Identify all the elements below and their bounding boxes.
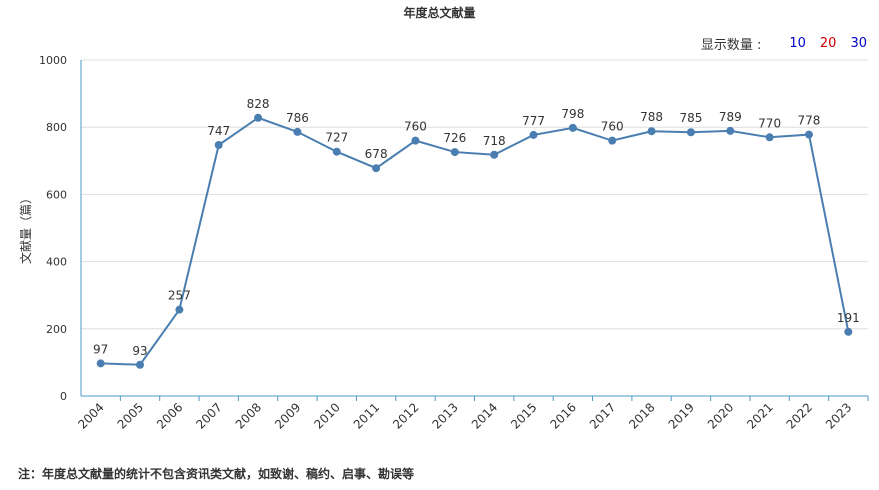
- data-label: 798: [561, 107, 584, 121]
- data-point[interactable]: [332, 147, 341, 156]
- footnote: 注：年度总文献量的统计不包含资讯类文献，如致谢、稿约、启事、勘误等: [18, 467, 415, 481]
- x-tick-label: 2007: [193, 400, 224, 431]
- display-count-label: 显示数量 :: [700, 38, 762, 53]
- x-tick-label: 2018: [626, 400, 657, 431]
- data-label: 788: [640, 110, 663, 124]
- data-point[interactable]: [254, 113, 263, 122]
- data-label: 770: [758, 116, 781, 130]
- data-label: 828: [247, 97, 270, 111]
- data-label: 777: [522, 114, 545, 128]
- display-count-selector: 显示数量 : 10 20 30: [701, 34, 867, 53]
- data-label: 747: [207, 124, 230, 138]
- data-label: 97: [93, 342, 108, 356]
- data-point[interactable]: [844, 327, 853, 336]
- data-point[interactable]: [804, 130, 813, 139]
- grid-lines: [81, 59, 868, 330]
- data-label: 191: [837, 311, 860, 325]
- y-tick-label: 400: [46, 256, 67, 269]
- data-point[interactable]: [490, 150, 499, 159]
- x-tick-label: 2022: [784, 400, 815, 431]
- data-points: [96, 113, 853, 369]
- data-label: 785: [679, 111, 702, 125]
- data-point[interactable]: [175, 305, 184, 314]
- x-tick-label: 2006: [154, 400, 185, 431]
- data-label: 789: [719, 110, 742, 124]
- data-point[interactable]: [647, 127, 656, 136]
- x-tick-label: 2020: [705, 400, 736, 431]
- display-count-option-10[interactable]: 10: [789, 36, 806, 51]
- x-tick-label: 2023: [823, 400, 854, 431]
- x-tick-label: 2008: [233, 400, 264, 431]
- display-count-option-20[interactable]: 20: [819, 36, 837, 51]
- y-tick-label: 600: [46, 188, 67, 201]
- display-count-option-30[interactable]: 30: [850, 36, 867, 51]
- data-label: 760: [404, 120, 427, 134]
- data-point[interactable]: [765, 133, 774, 142]
- x-tick-label: 2011: [351, 400, 382, 431]
- data-point[interactable]: [411, 136, 420, 145]
- data-label: 257: [168, 289, 191, 303]
- line-chart: 0 200 400 600 800 1000 2004 2005 2006 2007 2008 200…: [18, 54, 869, 432]
- x-tick-label: 2009: [272, 400, 303, 431]
- data-label: 726: [443, 131, 466, 145]
- x-tick-label: 2013: [429, 400, 460, 431]
- data-point[interactable]: [568, 123, 577, 132]
- data-point[interactable]: [450, 148, 459, 157]
- data-label: 678: [365, 147, 388, 161]
- x-tick-label: 2017: [587, 400, 618, 431]
- series-polyline: [100, 116, 850, 366]
- data-point[interactable]: [96, 359, 105, 368]
- data-point[interactable]: [214, 141, 223, 150]
- x-tick-label: 2014: [469, 400, 500, 431]
- data-label: 760: [601, 120, 624, 134]
- y-tick-label: 1000: [39, 54, 67, 67]
- data-label: 786: [286, 111, 309, 125]
- data-labels: 97 93 257 747 828 786 727 678 760 726 718 777 798 760…: [93, 97, 860, 358]
- x-tick-label: 2004: [75, 400, 106, 431]
- series-line: [100, 116, 850, 366]
- x-tick-label: 2015: [508, 400, 539, 431]
- data-point[interactable]: [726, 126, 735, 135]
- x-tick-label: 2019: [666, 400, 697, 431]
- axes: 0 200 400 600 800 1000 2004 2005 2006 2007 2008 200…: [39, 54, 869, 432]
- data-label: 778: [798, 114, 821, 128]
- data-point[interactable]: [608, 136, 617, 145]
- y-tick-label: 200: [46, 323, 67, 336]
- x-tick-label: 2012: [390, 400, 421, 431]
- data-label: 93: [132, 344, 147, 358]
- x-tick-label: 2016: [547, 400, 578, 431]
- x-tick-label: 2021: [744, 400, 775, 431]
- data-point[interactable]: [372, 164, 381, 173]
- x-tick-label: 2010: [311, 400, 342, 431]
- chart-title: 年度总文献量: [403, 6, 476, 20]
- y-tick-label: 0: [60, 390, 67, 403]
- data-point[interactable]: [529, 130, 538, 139]
- data-point[interactable]: [686, 128, 695, 137]
- data-label: 718: [483, 134, 506, 148]
- data-point[interactable]: [136, 360, 145, 369]
- data-label: 727: [325, 131, 348, 145]
- y-axis-label: 文献量（篇）: [18, 192, 33, 264]
- x-tick-label: 2005: [115, 400, 146, 431]
- y-tick-label: 800: [46, 121, 67, 134]
- data-point[interactable]: [293, 127, 302, 136]
